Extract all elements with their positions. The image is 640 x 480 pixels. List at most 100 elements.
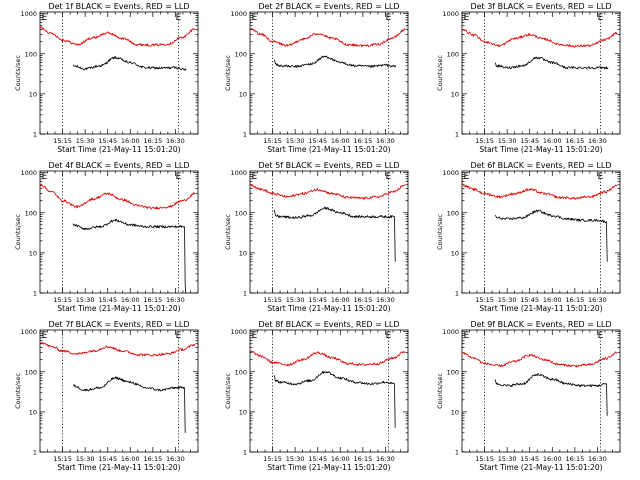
y-tick-label: 1 [33,131,37,139]
x-tick-label: 16:30 [376,296,395,304]
plot-frame [39,11,199,135]
x-tick-label: 16:15 [143,296,162,304]
y-tick-label: 1000 [442,169,459,177]
y-tick-label: 100 [447,368,459,376]
x-axis-label: Start Time (21-May-11 15:01:20) [479,304,602,313]
x-tick-label: 16:15 [565,296,584,304]
y-tick-label: 10 [451,90,459,98]
series-line-lld [39,184,196,210]
x-tick-label: 16:30 [166,296,185,304]
y-tick-label: 100 [235,209,247,217]
y-tick-label: 1000 [20,169,37,177]
plot-frame [249,11,409,135]
e-marker: E [598,331,604,341]
x-tick-label: 15:45 [308,455,327,463]
e-marker: E [252,331,258,341]
x-tick-label: 16:00 [543,455,562,463]
detector-panel-8: Det 8f BLACK = Events, RED = LLD 1 10 100 10… [224,320,409,472]
panel-title: Det 5f BLACK = Events, RED = LLD [258,161,399,170]
y-axis-label: Counts/sec [14,214,22,250]
x-axis-label: Start Time (21-May-11 15:01:20) [57,304,180,313]
x-axis-label: Start Time (21-May-11 15:01:20) [479,463,602,472]
x-tick-label: 15:45 [308,296,327,304]
x-tick-label: 16:30 [588,455,607,463]
detector-panel-7: Det 7f BLACK = Events, RED = LLD 1 10 100 10… [14,320,199,472]
e-marker: E [386,172,392,182]
x-tick-label: 16:15 [353,455,372,463]
x-axis-label: Start Time (21-May-11 15:01:20) [267,304,390,313]
plot-frame [39,170,199,294]
x-tick-label: 15:30 [498,137,517,145]
x-tick-label: 16:15 [565,455,584,463]
y-tick-label: 100 [235,50,247,58]
y-tick-label: 1000 [230,10,247,18]
x-axis-label: Start Time (21-May-11 15:01:20) [267,463,390,472]
x-tick-label: 15:30 [76,137,95,145]
y-tick-label: 1 [455,449,459,457]
e-marker: E [176,13,182,23]
y-axis-label: Counts/sec [436,214,444,250]
e-marker: E [598,172,604,182]
x-axis-label: Start Time (21-May-11 15:01:20) [479,145,602,154]
x-tick-label: 15:15 [263,296,282,304]
series-line-lld [39,26,196,47]
y-tick-label: 100 [25,368,37,376]
e-marker: E [176,331,182,341]
series-line-events [72,218,187,294]
series-line-lld [39,342,196,357]
y-tick-label: 1 [243,131,247,139]
x-tick-label: 15:15 [53,137,72,145]
x-tick-label: 15:30 [498,455,517,463]
e-marker: E [464,172,470,182]
y-tick-label: 10 [239,408,247,416]
series-line-lld [249,350,406,367]
e-marker: E [42,331,48,341]
panel-title: Det 1f BLACK = Events, RED = LLD [48,2,189,11]
y-tick-label: 100 [447,209,459,217]
x-tick-label: 15:15 [263,137,282,145]
y-axis-label: Counts/sec [14,55,22,91]
x-tick-label: 16:15 [353,296,372,304]
y-axis-label: Counts/sec [14,373,22,409]
series-line-events [494,209,608,262]
y-axis-label: Counts/sec [224,373,232,409]
y-tick-label: 1000 [20,10,37,18]
series-line-lld [249,183,406,200]
detector-panel-6: Det 6f BLACK = Events, RED = LLD 1 10 100 10… [436,161,621,313]
x-tick-label: 16:30 [166,455,185,463]
x-tick-label: 15:30 [76,296,95,304]
x-tick-label: 16:30 [376,137,395,145]
e-marker: E [598,13,604,23]
y-tick-label: 1 [243,449,247,457]
detector-panel-4: Det 4f BLACK = Events, RED = LLD 1 10 100 10… [14,161,199,313]
y-tick-label: 10 [451,408,459,416]
y-tick-label: 1 [33,449,37,457]
panel-title: Det 2f BLACK = Events, RED = LLD [258,2,399,11]
y-tick-label: 10 [239,249,247,257]
series-line-events [73,376,186,433]
x-tick-label: 15:30 [498,296,517,304]
y-tick-label: 1000 [442,328,459,336]
x-tick-label: 15:30 [76,455,95,463]
y-tick-label: 100 [25,50,37,58]
x-tick-label: 16:00 [331,137,350,145]
y-tick-label: 1 [33,290,37,298]
e-marker: E [386,13,392,23]
x-tick-label: 16:30 [376,455,395,463]
x-tick-label: 15:15 [263,455,282,463]
x-tick-label: 15:30 [286,137,305,145]
plot-frame [461,329,621,453]
y-axis-label: Counts/sec [224,55,232,91]
series-line-events [273,206,396,262]
series-line-events [494,373,608,416]
e-marker: E [42,172,48,182]
x-tick-label: 15:45 [98,455,117,463]
x-tick-label: 16:00 [543,137,562,145]
x-axis-label: Start Time (21-May-11 15:01:20) [267,145,390,154]
panel-title: Det 9f BLACK = Events, RED = LLD [470,320,611,329]
e-marker: E [386,331,392,341]
y-tick-label: 10 [29,249,37,257]
x-tick-label: 15:15 [475,137,494,145]
series-line-events [494,56,609,70]
